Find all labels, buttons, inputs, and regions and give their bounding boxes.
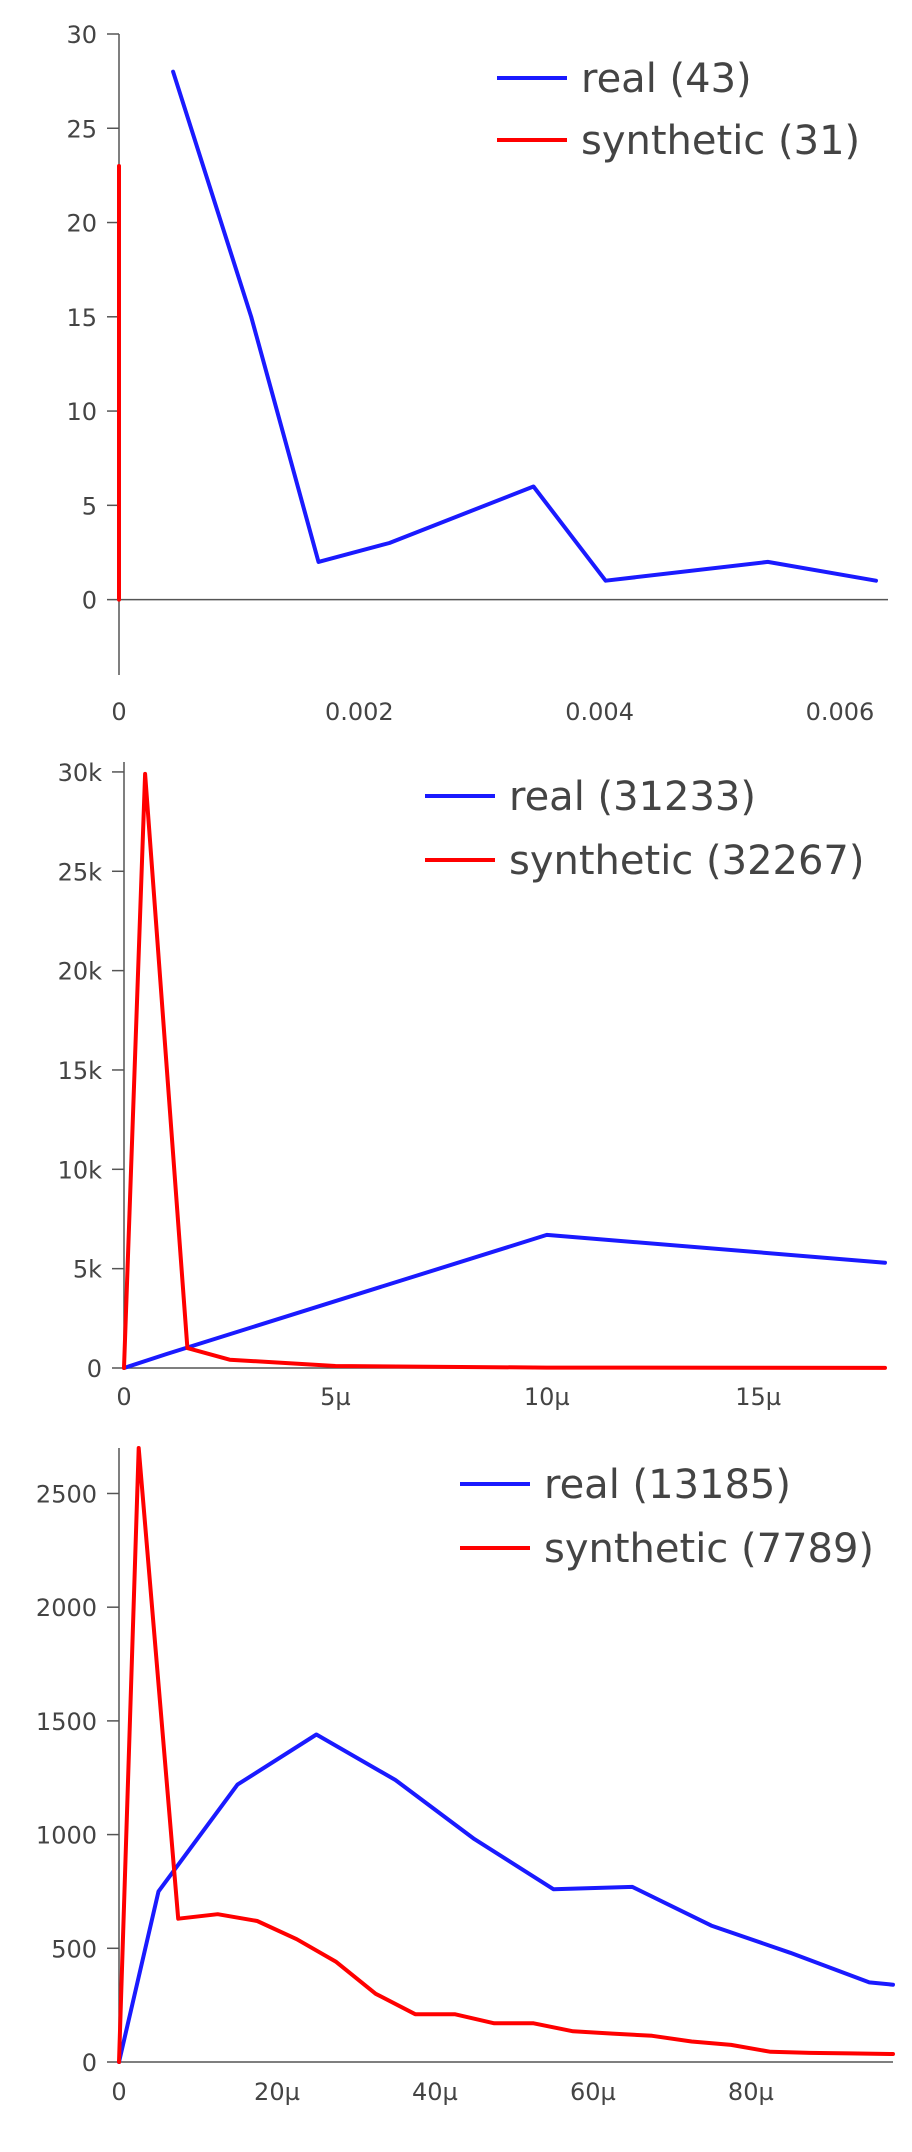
x-tick-label: 20µ bbox=[254, 2078, 300, 2106]
legend-label: synthetic (32267) bbox=[509, 838, 864, 884]
x-tick-label: 0 bbox=[116, 1383, 131, 1411]
y-tick-label: 500 bbox=[51, 1935, 97, 1963]
x-tick-label: 60µ bbox=[570, 2078, 616, 2106]
series-line-real bbox=[117, 1732, 895, 2064]
y-tick-label: 0 bbox=[82, 2049, 97, 2077]
y-tick-label: 0 bbox=[82, 587, 97, 615]
x-tick-label: 0.004 bbox=[565, 698, 634, 726]
series-line-real bbox=[122, 1232, 887, 1370]
chart-1: 0 5 10 15 20 25 30 0 0.002 0.004 0.006 real (43) syn… bbox=[66, 21, 888, 726]
y-tick-label: 25 bbox=[66, 115, 97, 143]
y-tick-label: 5 bbox=[82, 492, 97, 520]
x-tick-label: 0 bbox=[111, 2078, 126, 2106]
y-tick-label: 2000 bbox=[36, 1594, 97, 1622]
y-tick-label: 10k bbox=[58, 1156, 103, 1184]
x-tick-label: 5µ bbox=[320, 1383, 351, 1411]
y-tick-label: 20k bbox=[58, 958, 103, 986]
legend: real (31233) synthetic (32267) bbox=[425, 774, 864, 884]
chart-2: 0 5k 10k 15k 20k 25k 30k 0 5µ 10µ 15µ real (31233) s… bbox=[58, 759, 887, 1411]
legend-label: synthetic (7789) bbox=[544, 1526, 874, 1572]
x-tick-label: 0 bbox=[111, 698, 126, 726]
y-tick-label: 2500 bbox=[36, 1480, 97, 1508]
y-tick-label: 25k bbox=[58, 858, 103, 886]
legend: real (43) synthetic (31) bbox=[497, 56, 860, 164]
y-tick-label: 5k bbox=[73, 1256, 102, 1284]
x-tick-label: 0.002 bbox=[325, 698, 394, 726]
x-tick-label: 15µ bbox=[735, 1383, 781, 1411]
legend-label: real (31233) bbox=[509, 774, 756, 820]
series-line-real bbox=[171, 69, 878, 583]
legend-label: real (13185) bbox=[544, 1462, 791, 1508]
y-tick-label: 15 bbox=[66, 304, 97, 332]
x-tick-label: 40µ bbox=[412, 2078, 458, 2106]
series-line-synthetic bbox=[117, 1446, 895, 2064]
chart-3: 0 500 1000 1500 2000 2500 0 20µ 40µ 60µ 80µ real (1… bbox=[36, 1446, 895, 2106]
y-tick-label: 20 bbox=[66, 210, 97, 238]
series-line-synthetic bbox=[122, 771, 887, 1370]
legend-label: synthetic (31) bbox=[581, 118, 860, 164]
y-tick-label: 30k bbox=[58, 759, 103, 787]
y-tick-label: 10 bbox=[66, 398, 97, 426]
x-tick-label: 80µ bbox=[728, 2078, 774, 2106]
y-tick-label: 1000 bbox=[36, 1822, 97, 1850]
x-tick-label: 10µ bbox=[524, 1383, 570, 1411]
legend: real (13185) synthetic (7789) bbox=[460, 1462, 874, 1572]
y-tick-label: 15k bbox=[58, 1057, 103, 1085]
y-tick-label: 30 bbox=[66, 21, 97, 49]
legend-label: real (43) bbox=[581, 56, 752, 102]
y-tick-label: 1500 bbox=[36, 1708, 97, 1736]
y-tick-label: 0 bbox=[87, 1355, 102, 1383]
x-tick-label: 0.006 bbox=[806, 698, 875, 726]
